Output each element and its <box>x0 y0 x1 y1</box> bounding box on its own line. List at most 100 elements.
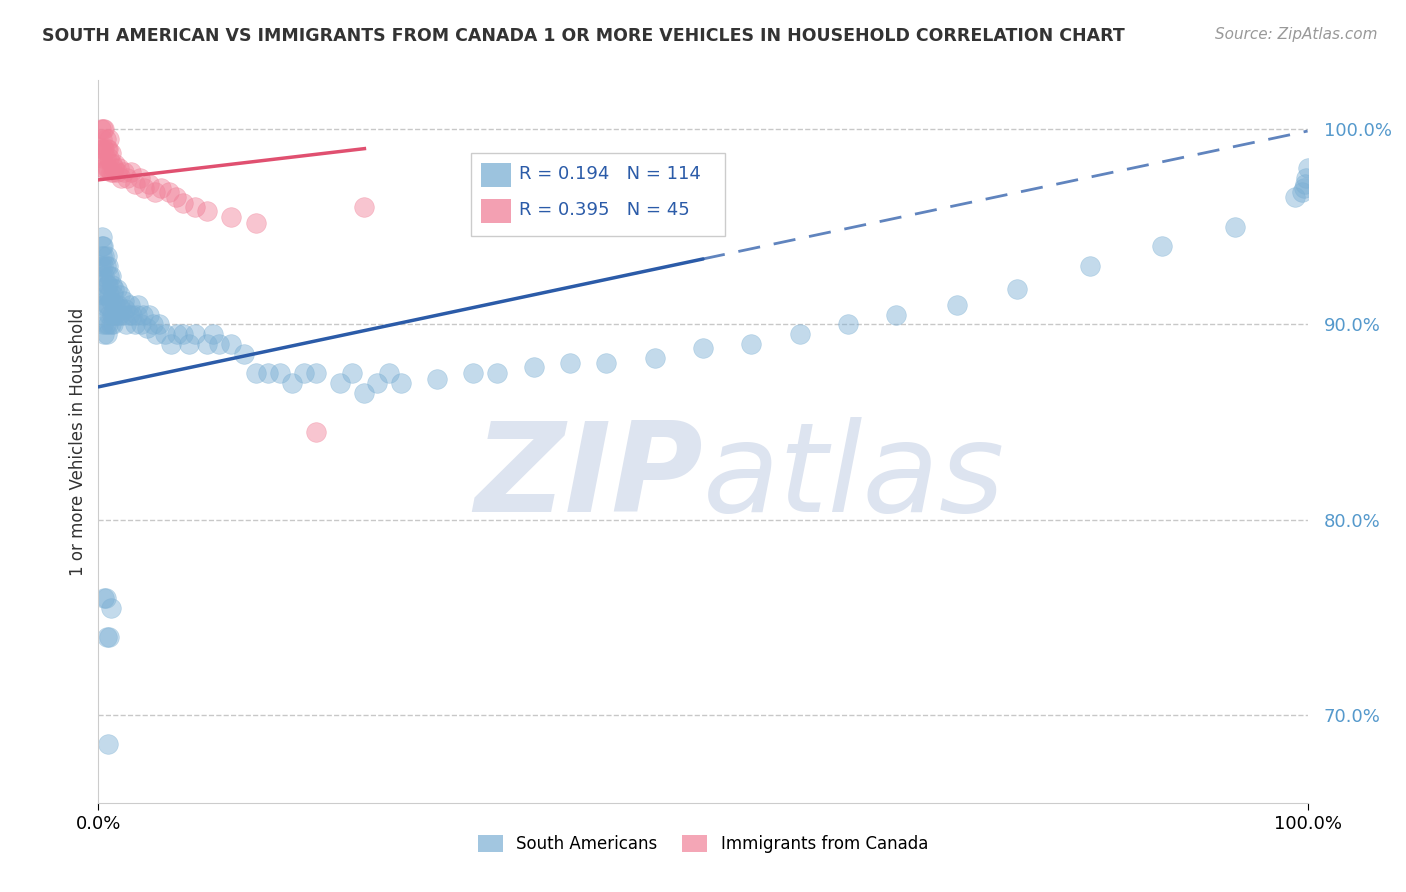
Point <box>98 308 121 322</box>
Point <box>111 308 134 322</box>
Point <box>93 142 115 156</box>
Point <box>100 308 122 322</box>
Bar <box>481 162 510 187</box>
Point <box>292 366 315 380</box>
Point <box>104 157 127 171</box>
Point <box>118 298 141 312</box>
Point <box>100 165 122 179</box>
Point <box>96 249 118 263</box>
Point <box>103 308 125 322</box>
Point <box>1295 170 1317 185</box>
Point <box>740 337 762 351</box>
Point <box>91 122 114 136</box>
Point <box>97 161 120 176</box>
Legend: South Americans, Immigrants from Canada: South Americans, Immigrants from Canada <box>471 828 935 860</box>
Point <box>160 337 183 351</box>
Point <box>96 161 118 176</box>
Point <box>124 318 146 332</box>
Point <box>245 216 267 230</box>
Point <box>101 288 124 302</box>
Point <box>886 308 908 322</box>
Point <box>108 288 131 302</box>
Point <box>305 366 328 380</box>
Point <box>96 142 118 156</box>
Point <box>114 301 136 316</box>
Point <box>121 308 143 322</box>
Point <box>97 318 120 332</box>
Point <box>94 288 117 302</box>
Point <box>124 177 146 191</box>
Point <box>90 278 112 293</box>
Point <box>143 185 166 199</box>
Point <box>96 327 118 342</box>
Point <box>98 288 121 302</box>
Point <box>100 318 122 332</box>
Y-axis label: 1 or more Vehicles in Household: 1 or more Vehicles in Household <box>69 308 87 575</box>
Point <box>595 356 617 370</box>
Point <box>269 366 291 380</box>
Point <box>91 298 114 312</box>
Point <box>165 190 187 204</box>
Point <box>1152 239 1174 253</box>
Point <box>93 268 115 283</box>
Point <box>112 293 135 308</box>
Point <box>100 600 122 615</box>
Point <box>172 196 194 211</box>
Point <box>221 337 243 351</box>
Point <box>94 318 117 332</box>
Point <box>105 308 128 322</box>
Point <box>129 318 152 332</box>
Point <box>91 239 114 253</box>
Point <box>135 321 157 335</box>
Point <box>110 301 132 316</box>
Point <box>107 298 129 312</box>
Point <box>1223 219 1246 234</box>
Point <box>157 185 180 199</box>
Point <box>1284 190 1306 204</box>
Point <box>97 259 120 273</box>
Point <box>127 298 149 312</box>
Point <box>138 177 160 191</box>
Point <box>100 157 122 171</box>
Point <box>90 122 112 136</box>
Point <box>946 298 969 312</box>
Point <box>389 376 412 390</box>
Point <box>104 298 127 312</box>
Point <box>179 337 201 351</box>
Point <box>97 278 120 293</box>
Point <box>93 122 115 136</box>
Point <box>644 351 666 365</box>
Point <box>353 385 375 400</box>
Point <box>523 360 546 375</box>
Text: ZIP: ZIP <box>474 417 703 538</box>
Point <box>97 298 120 312</box>
Point <box>91 132 114 146</box>
Point <box>837 318 859 332</box>
Point <box>112 165 135 179</box>
Point <box>232 346 254 360</box>
Point <box>1292 180 1315 194</box>
Point <box>353 200 375 214</box>
Point <box>366 376 388 390</box>
Text: SOUTH AMERICAN VS IMMIGRANTS FROM CANADA 1 OR MORE VEHICLES IN HOUSEHOLD CORRELA: SOUTH AMERICAN VS IMMIGRANTS FROM CANADA… <box>42 27 1125 45</box>
Point <box>98 152 121 166</box>
Point <box>118 308 141 322</box>
Point <box>426 372 449 386</box>
Point <box>208 337 231 351</box>
Point <box>91 259 114 273</box>
Point <box>98 630 121 644</box>
Point <box>128 170 150 185</box>
Point <box>305 425 328 439</box>
Point <box>127 308 149 322</box>
Point <box>91 318 114 332</box>
Point <box>91 239 114 253</box>
Text: R = 0.194   N = 114: R = 0.194 N = 114 <box>519 165 702 183</box>
Point <box>93 591 115 605</box>
Point <box>97 737 120 751</box>
Point <box>150 180 173 194</box>
Point <box>1291 185 1313 199</box>
Point <box>108 308 131 322</box>
Point <box>692 341 714 355</box>
Point <box>90 142 112 156</box>
Point <box>377 366 399 380</box>
